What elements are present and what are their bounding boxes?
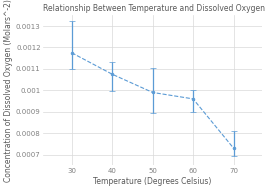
- Text: Relationship Between Temperature and Dissolved Oxygen Concentration in Water: Relationship Between Temperature and Dis…: [43, 4, 266, 13]
- X-axis label: Temperature (Degrees Celsius): Temperature (Degrees Celsius): [93, 177, 212, 186]
- Y-axis label: Concentration of Dissolved Oxygen (Molars^-2): Concentration of Dissolved Oxygen (Molar…: [4, 0, 13, 182]
